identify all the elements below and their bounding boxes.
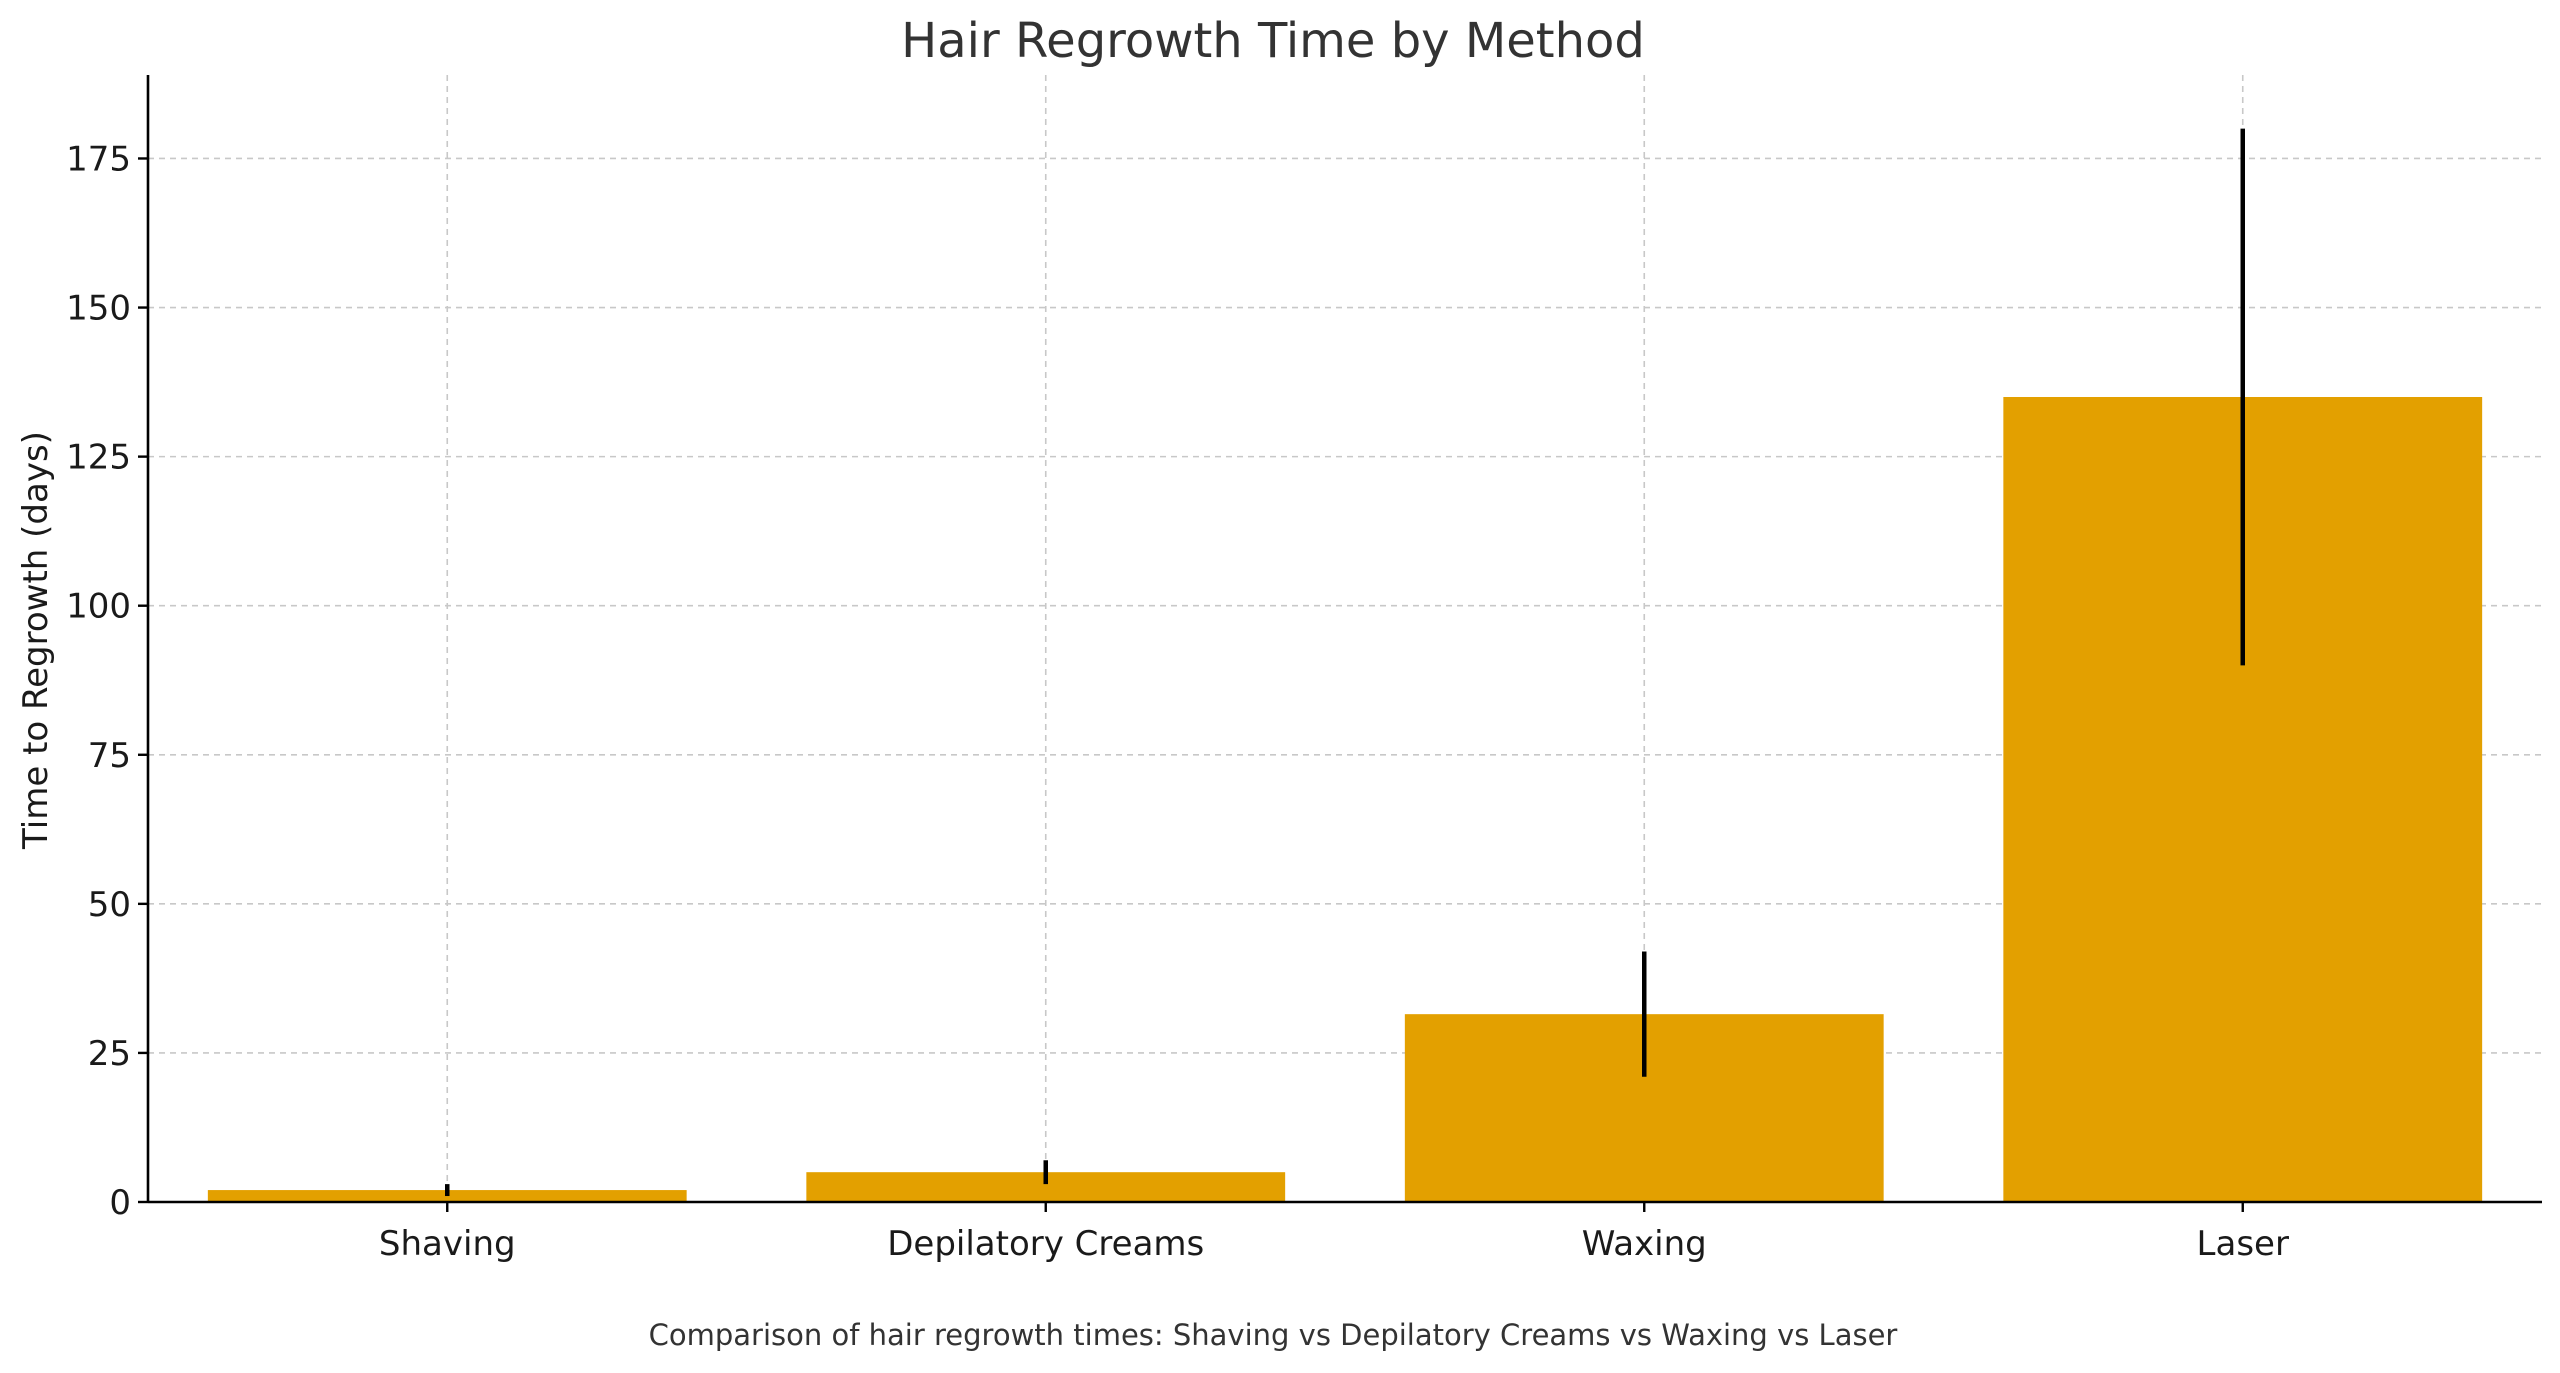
x-tick-label: Laser: [2197, 1224, 2289, 1264]
y-tick-label: 75: [88, 736, 131, 776]
y-tick-label: 50: [88, 885, 131, 925]
x-tick-label: Shaving: [379, 1224, 516, 1264]
y-axis-title: Time to Regrowth (days): [16, 431, 56, 850]
error-bars: [445, 128, 2245, 1197]
bars: [207, 397, 2483, 1202]
y-tick-label: 175: [66, 139, 131, 179]
bar-shaving: [207, 1190, 687, 1202]
y-tick-label: 25: [88, 1034, 131, 1074]
y-tick-label: 150: [66, 289, 131, 329]
chart-title: Hair Regrowth Time by Method: [901, 13, 1645, 69]
x-tick-label: Depilatory Creams: [887, 1224, 1204, 1264]
y-tick-label: 0: [109, 1183, 131, 1223]
chart-caption: Comparison of hair regrowth times: Shavi…: [649, 1318, 1898, 1352]
x-tick-label: Waxing: [1582, 1224, 1707, 1264]
axes: [146, 75, 2542, 1204]
y-tick-label: 100: [66, 587, 131, 627]
ticks: 0 25 50 75 100 125 150 175 Shaving Depilatory Cre…: [66, 139, 2289, 1264]
y-tick-label: 125: [66, 438, 131, 478]
